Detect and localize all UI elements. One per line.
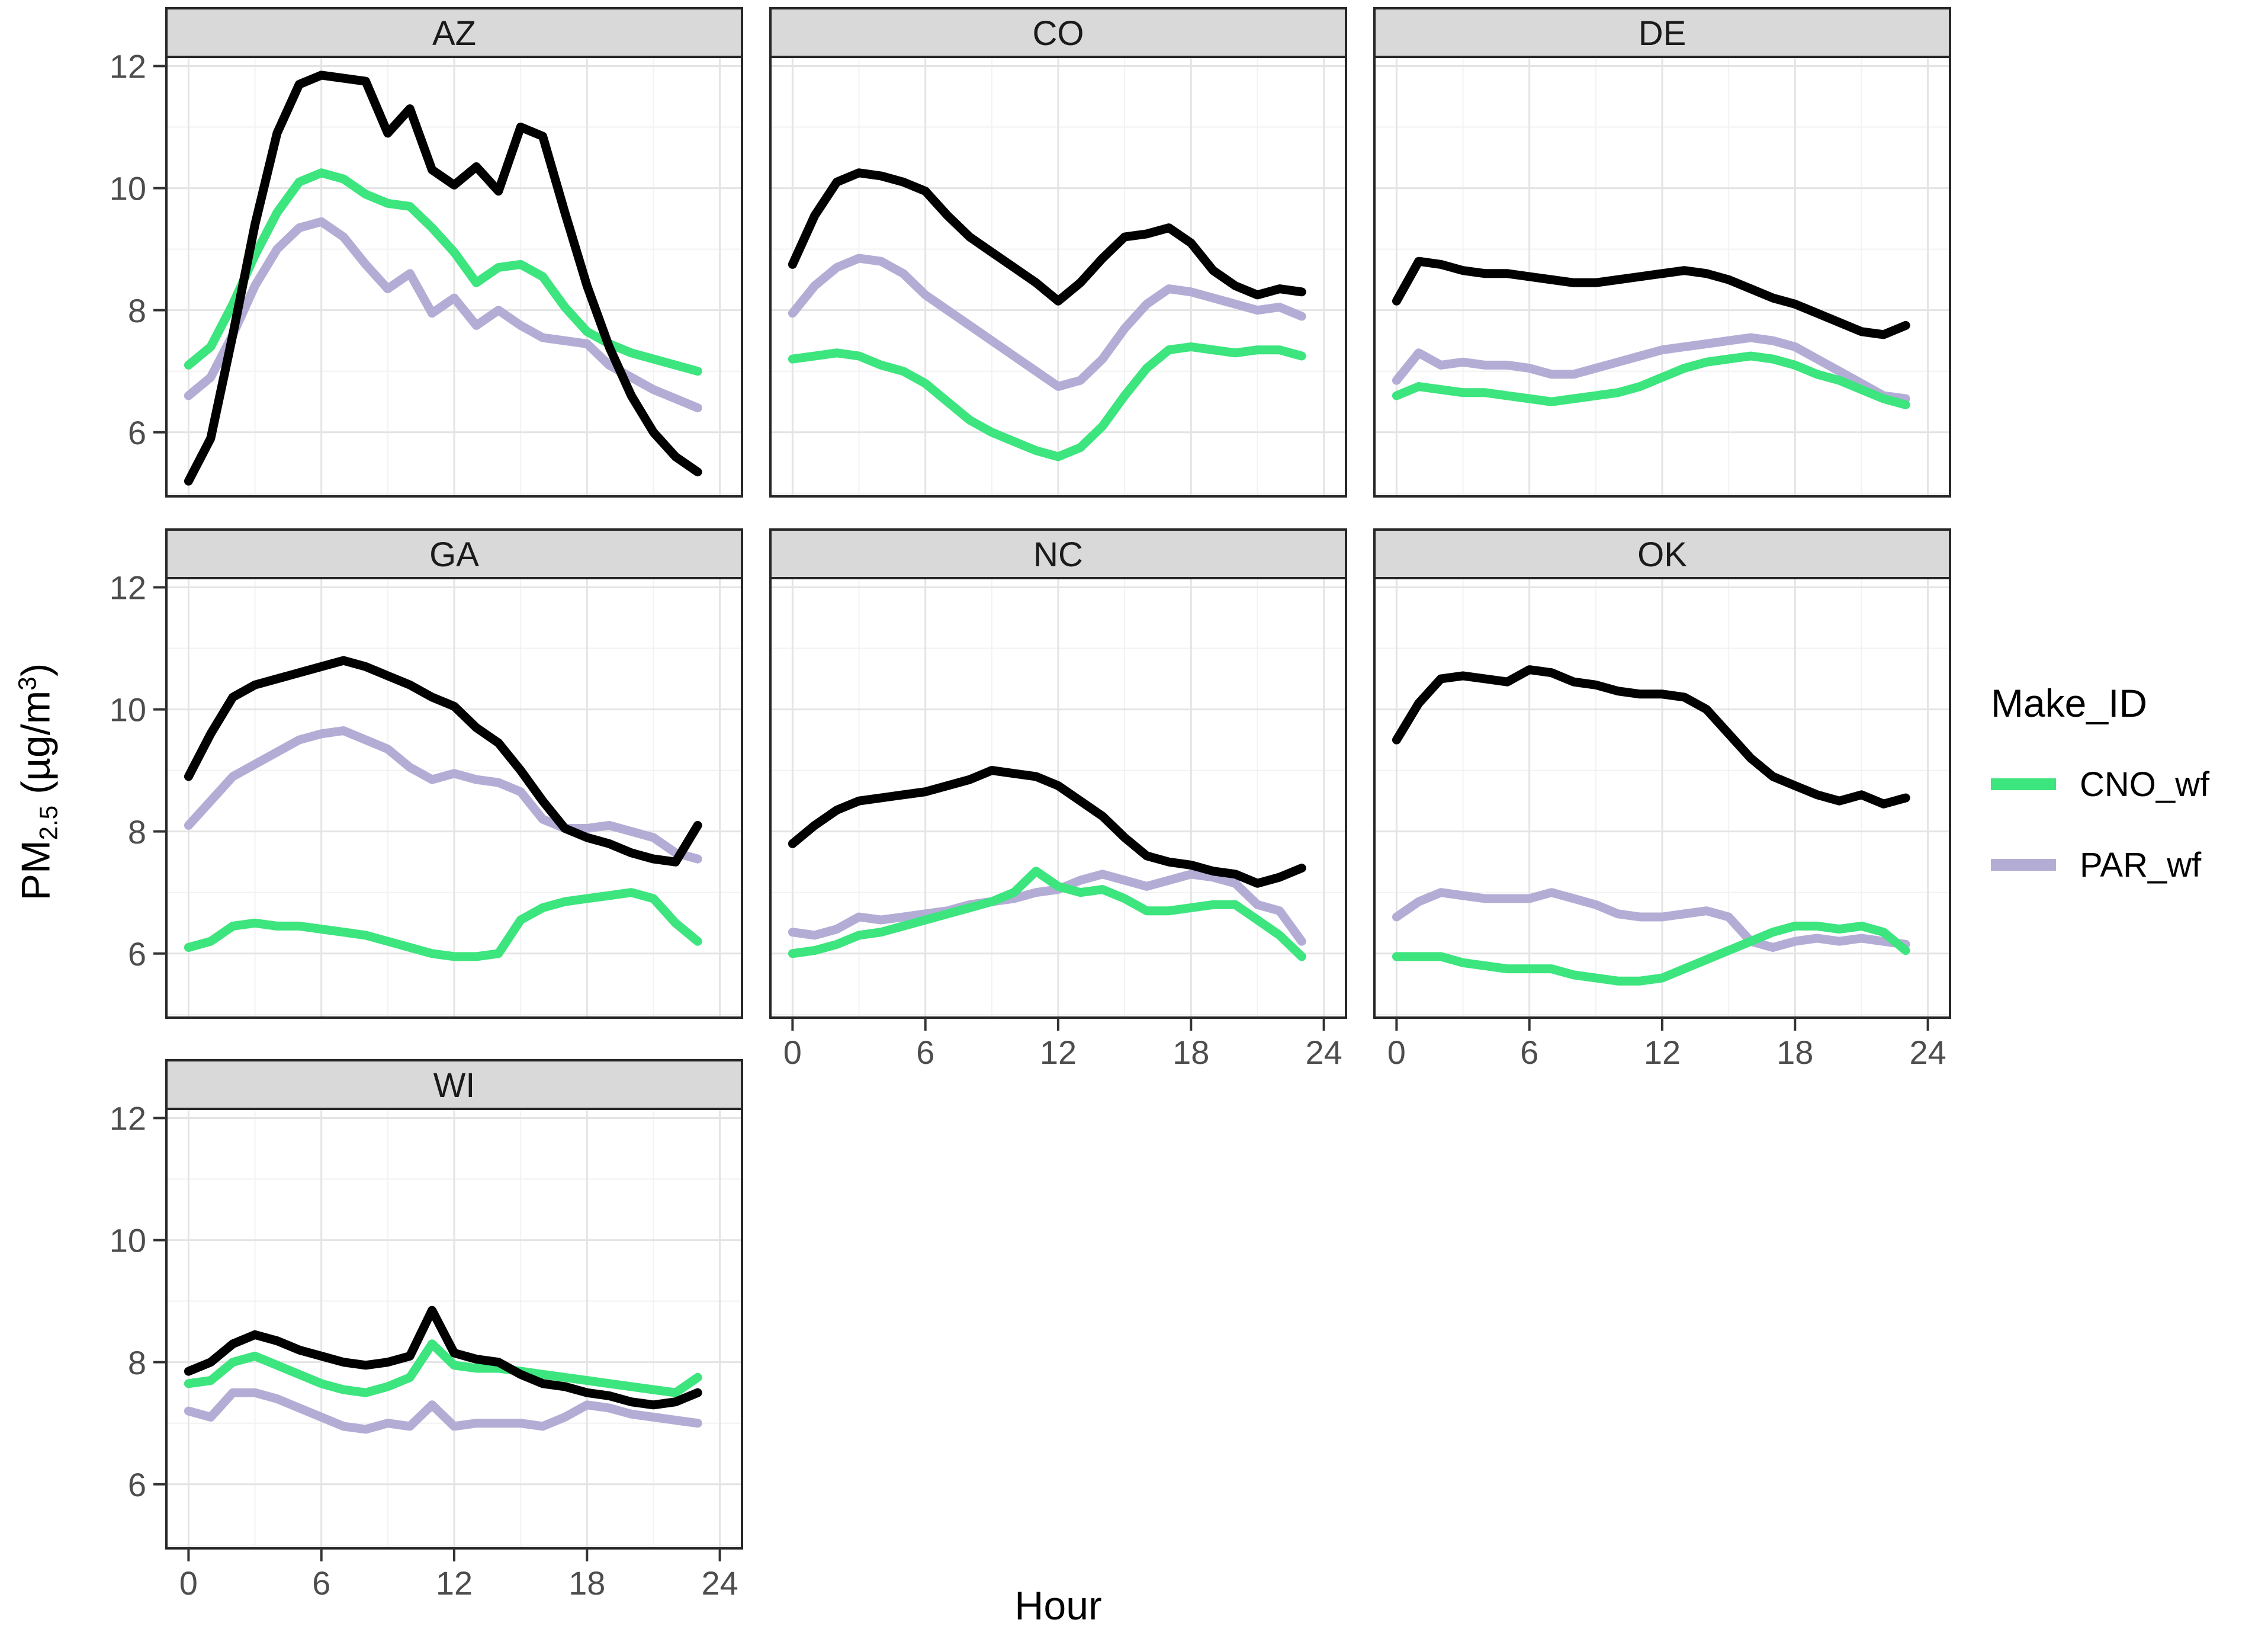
legend-label-cno: CNO_wf	[2080, 765, 2210, 804]
facet-strip-WI	[165, 1059, 743, 1110]
facet-strip-AZ	[165, 7, 743, 58]
facet-strip-label: WI	[433, 1066, 476, 1105]
legend: Make_ID CNO_wf PAR_wf	[1991, 681, 2268, 920]
y-axis-title: PM2.5 (µg/m3)	[13, 663, 63, 901]
series-line-black-CO	[788, 168, 1306, 306]
series-line-PAR_wf-NC	[788, 870, 1306, 946]
x-tick-label: 0	[783, 1034, 802, 1071]
facet-panel-WI: WI 6 8 10 12 0 6 12 18 24	[110, 1059, 743, 1602]
cno-line-swatch-icon	[1991, 778, 2056, 790]
legend-item-par: PAR_wf	[1991, 840, 2268, 890]
facet-strip-NC	[769, 528, 1347, 579]
facet-strip-label: NC	[1033, 535, 1083, 574]
y-axis-title-mid: (µg/m	[13, 690, 59, 806]
facet-strip-label: GA	[429, 535, 479, 574]
y-tick-label: 6	[128, 414, 146, 451]
legend-label-par: PAR_wf	[2080, 845, 2202, 884]
y-tick-label: 10	[110, 1222, 146, 1259]
series-line-CNO_wf-CO	[788, 342, 1306, 461]
x-axis-title: Hour	[1014, 1583, 1102, 1628]
series-line-PAR_wf-CO	[788, 254, 1306, 391]
y-tick-label: 12	[110, 1100, 146, 1137]
x-tick-label: 0	[1387, 1034, 1406, 1071]
y-axis-title-sup: 3	[13, 676, 41, 691]
series-line-CNO_wf-GA	[184, 888, 702, 961]
x-tick-label: 12	[1040, 1034, 1077, 1071]
facet-strip-label: CO	[1033, 14, 1084, 53]
x-tick-label: 6	[916, 1034, 934, 1071]
x-tick-label: 12	[1644, 1034, 1681, 1071]
series-line-black-DE	[1392, 256, 1910, 339]
x-tick-label: 6	[1520, 1034, 1538, 1071]
y-tick-label: 8	[128, 292, 146, 329]
x-tick-label: 18	[1777, 1034, 1813, 1071]
y-tick-label: 8	[128, 1344, 146, 1381]
series-line-black-WI	[184, 1306, 702, 1410]
series-line-PAR_wf-WI	[184, 1388, 702, 1434]
series-line-black-AZ	[184, 70, 702, 486]
facet-panel-GA: GA 6 8 10 12	[110, 528, 743, 1019]
y-tick-label: 10	[110, 691, 146, 729]
series-line-CNO_wf-NC	[788, 867, 1306, 961]
series-line-black-GA	[184, 656, 702, 867]
y-axis-title-sub: 2.5	[34, 805, 63, 841]
y-tick-label: 12	[110, 569, 146, 607]
facet-panel-AZ: AZ 6 8 10 12	[110, 7, 743, 498]
x-tick-label: 24	[1305, 1034, 1342, 1071]
facet-panel-NC: NC 0 6 12 18 24	[769, 528, 1347, 1071]
legend-title: Make_ID	[1991, 681, 2148, 725]
y-tick-label: 12	[110, 48, 146, 85]
y-tick-label: 6	[128, 935, 146, 973]
x-tick-label: 12	[436, 1564, 473, 1602]
series-line-black-NC	[788, 766, 1306, 888]
x-tick-label: 0	[179, 1564, 198, 1602]
x-tick-label: 18	[568, 1564, 605, 1602]
x-tick-label: 24	[1909, 1034, 1946, 1071]
facet-strip-DE	[1373, 7, 1951, 58]
par-line-swatch-icon	[1991, 859, 2056, 871]
y-tick-label: 6	[128, 1466, 146, 1503]
series-line-PAR_wf-OK	[1392, 888, 1910, 952]
series-line-CNO_wf-WI	[184, 1339, 702, 1397]
series-line-PAR_wf-DE	[1392, 333, 1910, 403]
series-line-PAR_wf-GA	[184, 726, 702, 864]
facet-strip-label: AZ	[432, 14, 476, 53]
facet-strip-GA	[165, 528, 743, 579]
facet-strip-CO	[769, 7, 1347, 58]
x-tick-label: 24	[701, 1564, 738, 1602]
series-line-black-OK	[1392, 665, 1910, 809]
series-line-CNO_wf-OK	[1392, 921, 1910, 986]
y-axis-title-pre: PM	[13, 840, 59, 901]
facet-strip-label: OK	[1637, 535, 1687, 574]
series-line-CNO_wf-DE	[1392, 351, 1910, 409]
series-line-PAR_wf-AZ	[184, 217, 702, 413]
legend-item-cno: CNO_wf	[1991, 759, 2268, 809]
facet-panel-DE: DE	[1373, 7, 1951, 498]
x-tick-label: 18	[1172, 1034, 1209, 1071]
y-tick-label: 8	[128, 813, 146, 851]
facet-panel-CO: CO	[769, 7, 1347, 498]
facet-strip-label: DE	[1639, 14, 1686, 53]
y-axis-title-post: )	[13, 663, 59, 677]
y-tick-label: 10	[110, 170, 146, 207]
facet-strip-OK	[1373, 528, 1951, 579]
x-tick-label: 6	[312, 1564, 330, 1602]
facet-panel-OK: OK 0 6 12 18 24	[1373, 528, 1951, 1071]
